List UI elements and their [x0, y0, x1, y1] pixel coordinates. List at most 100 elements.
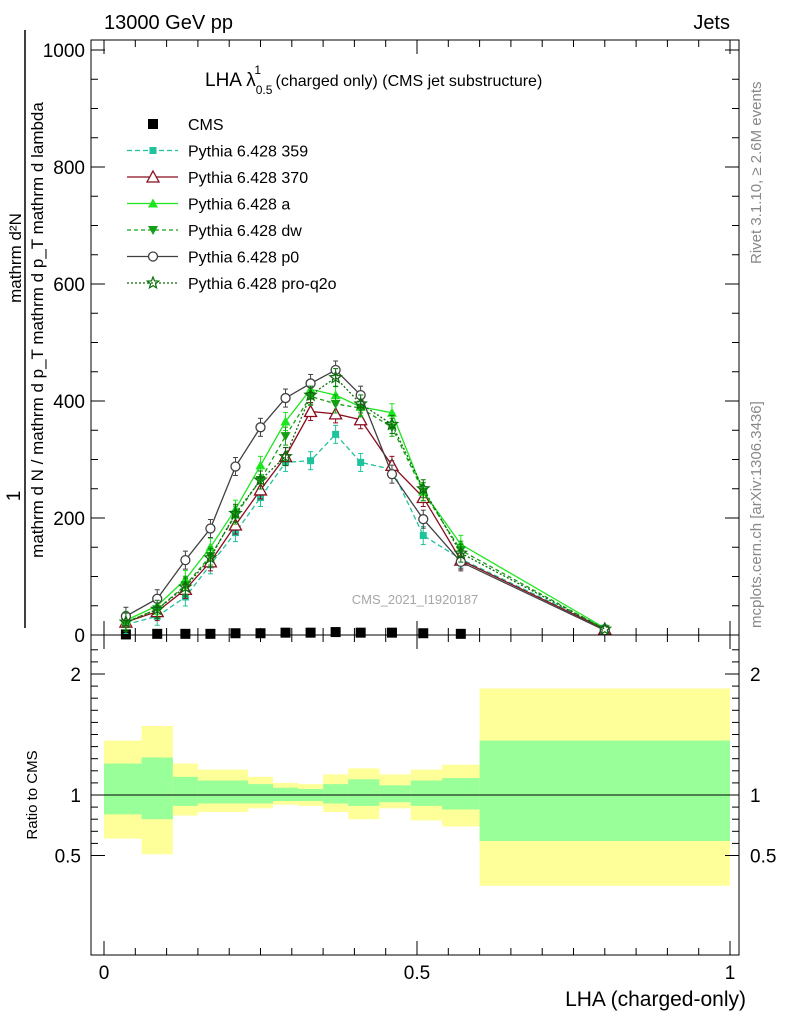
data-point [203, 550, 218, 564]
rivet-label: Rivet 3.1.10, ≥ 2.6M events [748, 82, 765, 265]
ratio-ytick-label-right: 2 [750, 665, 761, 686]
plot-title: LHA λ0.5 1 (charged only) (CMS jet substr… [205, 63, 542, 97]
data-point [305, 627, 316, 638]
legend-marker [148, 226, 158, 235]
collision-label: 13000 GeV pp [104, 12, 233, 34]
data-point [419, 532, 427, 540]
legend-marker [145, 275, 161, 290]
series-line [125, 376, 606, 630]
ratio-band-inner [379, 785, 411, 803]
data-point [230, 628, 241, 639]
data-point [205, 628, 216, 639]
ratio-band-inner [273, 787, 299, 802]
data-point [280, 627, 291, 638]
data-point [120, 629, 131, 640]
legend-label: Pythia 6.428 pro-q2o [188, 276, 337, 293]
data-point [255, 422, 266, 433]
data-point [330, 627, 341, 638]
main-axis-ticks: 0 200 400 600 800 1000 [43, 40, 739, 647]
legend-entry-p370: Pythia 6.428 370 [127, 169, 308, 187]
series-line [125, 369, 606, 631]
ratio-ytick-label: 0.5 [55, 847, 81, 868]
data-point [453, 545, 469, 560]
data-point [230, 461, 241, 472]
legend-entry-p359: Pythia 6.428 359 [127, 144, 308, 161]
ratio-ytick-label: 2 [70, 665, 81, 686]
ratio-band-inner [442, 778, 480, 810]
ytick-label: 600 [53, 275, 85, 296]
data-point [357, 458, 365, 466]
legend-entry-pdw: Pythia 6.428 dw [127, 223, 302, 240]
data-point [180, 554, 191, 566]
data-point [353, 396, 368, 411]
ytick-label: 400 [53, 392, 85, 413]
ratio-band-inner [410, 780, 443, 806]
legend-entry-cms: CMS [148, 117, 224, 134]
data-point [353, 412, 368, 426]
data-point [280, 432, 291, 442]
ratio-ytick-label-right: 1 [750, 786, 761, 807]
data-point [205, 523, 216, 534]
data-point [418, 628, 429, 639]
legend-label: Pythia 6.428 dw [188, 223, 302, 240]
ratio-band-inner [141, 757, 173, 820]
legend-label: Pythia 6.428 370 [188, 170, 308, 187]
legend-label: Pythia 6.428 a [188, 197, 290, 214]
legend-marker [148, 198, 158, 208]
xaxis-label: LHA (charged-only) [565, 988, 746, 1011]
data-point [180, 628, 191, 639]
category-label: Jets [693, 12, 730, 34]
data-point [149, 601, 165, 616]
title-main: LHA λ [205, 70, 256, 91]
legend-marker [148, 119, 158, 129]
series-pp0 [120, 360, 610, 636]
ylabel-numerator: 1 [4, 491, 25, 502]
ytick-label: 800 [53, 158, 85, 179]
data-point [152, 628, 163, 639]
legend-label: Pythia 6.428 p0 [188, 250, 299, 267]
data-point [278, 448, 293, 463]
ratio-band-inner [172, 776, 198, 806]
ylabel-denominator: mathrm d N / mathrm d p_T mathrm d p_T m… [28, 102, 47, 558]
ytick-label: 0 [74, 626, 85, 647]
ytick-label: 1000 [43, 41, 85, 62]
ratio-band-inner [247, 784, 274, 804]
data-point [386, 468, 398, 480]
data-point [415, 481, 431, 495]
ylabel-top: mathrm d²N [6, 213, 25, 303]
data-point [418, 514, 429, 525]
ytick-label: 200 [53, 509, 85, 530]
mcplots-label: mcplots.cern.ch [arXiv:1306.3436] [748, 401, 765, 628]
main-ylabel: 1 mathrm d²N mathrm d N / mathrm d p_T m… [4, 30, 47, 628]
ratio-plot: 0.5 0.5 1 1 2 2 0 0.5 1 Ratio to CMS LHA (charge… [24, 634, 776, 1011]
legend-entry-pa: Pythia 6.428 a [127, 197, 290, 214]
data-point [255, 460, 266, 470]
xtick-label: 0 [99, 963, 110, 984]
ratio-axis-ticks: 0.5 0.5 1 1 2 2 0 0.5 1 [55, 635, 776, 984]
data-point [307, 457, 315, 465]
series-cms [120, 627, 466, 640]
data-point [386, 627, 397, 638]
watermark: CMS_2021_I1920187 [352, 592, 479, 607]
data-point [280, 416, 291, 426]
xtick-label: 1 [725, 963, 736, 984]
data-point [386, 407, 397, 417]
legend-marker [149, 147, 157, 154]
ratio-band-inner [323, 784, 349, 804]
series-pq2o [118, 368, 613, 636]
legend-entry-pq2o: Pythia 6.428 pro-q2o [127, 275, 337, 293]
data-point [303, 404, 318, 418]
data-point [253, 472, 268, 487]
series-line [125, 395, 606, 630]
legend-marker [145, 169, 161, 183]
main-plot: 0 200 400 600 800 1000 CMS_2021_I1920187 LHA … [43, 39, 740, 647]
data-point [330, 399, 341, 409]
ratio-ylabel: Ratio to CMS [24, 750, 41, 839]
legend-marker [147, 251, 159, 262]
xtick-label: 0.5 [404, 963, 430, 984]
legend-entry-pp0: Pythia 6.428 p0 [127, 250, 299, 267]
data-point [455, 628, 466, 639]
data-point [118, 614, 134, 629]
data-point [355, 627, 366, 638]
